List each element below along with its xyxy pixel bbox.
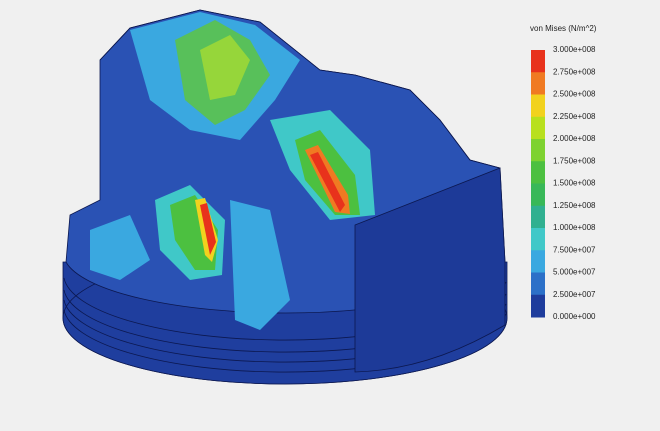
color-legend: von Mises (N/m^2) 3.000e+008 2.750e+008 2.… [530,24,597,321]
color-band [531,116,545,140]
color-band [531,139,545,162]
legend-label: 5.000e+007 [553,268,596,277]
legend-title: von Mises (N/m^2) [530,24,597,33]
color-band [531,50,545,73]
legend-label: 0.000e+000 [553,312,596,321]
color-band [531,183,545,207]
color-band [531,205,545,229]
legend-label: 7.500e+007 [553,245,596,254]
legend-label: 3.000e+008 [553,45,596,54]
color-band [531,272,545,296]
color-band [531,294,545,318]
piston-model [62,9,508,385]
legend-label: 1.250e+008 [553,201,596,210]
color-band [531,161,545,184]
legend-label: 2.750e+008 [553,67,596,76]
color-band [531,250,545,273]
legend-label: 1.000e+008 [553,223,596,232]
legend-label: 2.250e+008 [553,112,596,121]
legend-label: 1.500e+008 [553,179,596,188]
legend-label: 2.000e+008 [553,134,596,143]
color-band [531,228,545,251]
legend-label: 2.500e+007 [553,290,596,299]
legend-label: 1.750e+008 [553,156,596,165]
color-band [531,94,545,118]
legend-label: 2.500e+008 [553,90,596,99]
color-band [531,72,545,95]
